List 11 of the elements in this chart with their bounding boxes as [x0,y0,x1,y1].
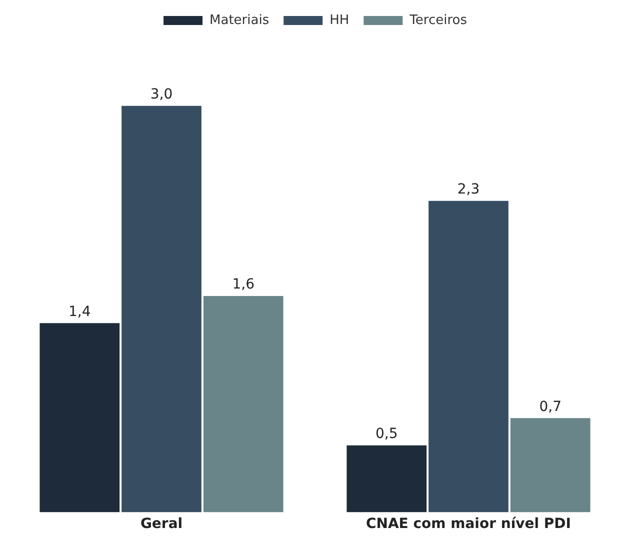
data-label: 3,0 [150,86,173,103]
x-tick-label: Geral [140,516,183,532]
legend-label: Materiais [210,12,270,28]
data-label: 0,5 [376,426,398,442]
data-label: 2,3 [457,182,480,198]
legend-label: Terceiros [408,12,468,28]
x-tick-label: CNAE com maior nível PDI [366,516,572,532]
data-label: 1,6 [232,276,255,293]
data-label: 1,4 [68,304,91,320]
data-label: 0,7 [539,398,562,415]
legend-label: HH [330,12,350,28]
